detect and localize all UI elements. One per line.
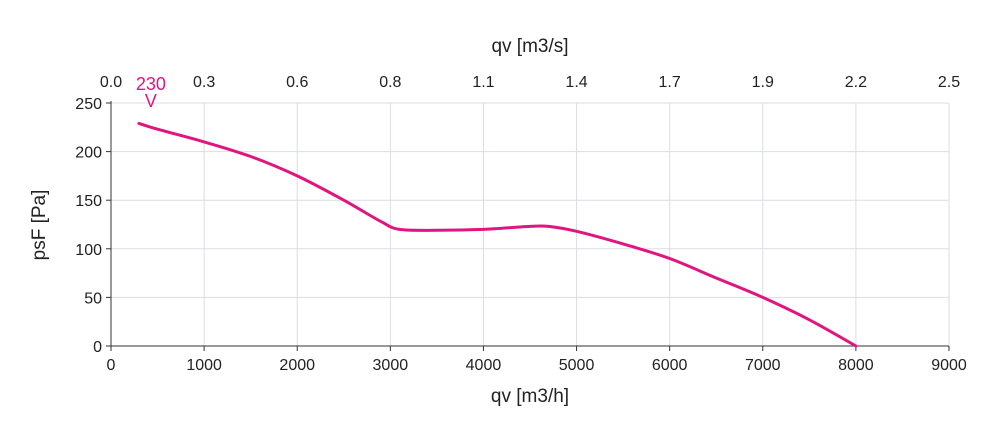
x-axis-title: qv [m3/h]	[491, 386, 569, 407]
grid	[111, 102, 950, 346]
x2-tick-label: 1.1	[472, 74, 494, 91]
x2-tick-label: 2.5	[938, 74, 960, 91]
x2-tick-label: 0.3	[193, 74, 215, 91]
x-tick-label: 8000	[838, 357, 874, 374]
x2-tick-label: 0.0	[100, 74, 122, 91]
x-tick-label: 2000	[279, 357, 315, 374]
x2-tick-label: 0.8	[379, 74, 401, 91]
y-tick-label: 100	[75, 242, 102, 259]
y-tick-label: 0	[93, 339, 102, 356]
x-tick-label: 3000	[373, 357, 409, 374]
y-axis-ticks: 0 50 100 150 200 250	[75, 96, 111, 356]
y-tick-label: 150	[75, 193, 102, 210]
x2-tick-label: 1.4	[565, 74, 587, 91]
x-tick-label: 1000	[186, 357, 222, 374]
x-tick-label: 4000	[466, 357, 502, 374]
y-tick-label: 250	[75, 96, 102, 113]
secondary-x-axis-title: qv [m3/s]	[491, 36, 568, 57]
axes	[110, 101, 949, 347]
y-axis-title: psF [Pa]	[29, 190, 50, 261]
secondary-x-axis-ticks: 0.0 0.3 0.6 0.8 1.1 1.4 1.7 1.9 2.2 2.5	[100, 74, 960, 91]
series-label: 230	[136, 74, 166, 94]
series-label: V	[145, 91, 157, 111]
x-tick-label: 9000	[931, 357, 967, 374]
x-tick-label: 6000	[652, 357, 688, 374]
x2-tick-label: 2.2	[845, 74, 867, 91]
x2-tick-label: 1.7	[659, 74, 681, 91]
series-line-230v	[137, 121, 858, 348]
x-tick-label: 0	[107, 357, 116, 374]
x2-tick-label: 0.6	[286, 74, 308, 91]
x-axis-ticks: 0 1000 2000 3000 4000 5000 6000 7000 8000 9000	[107, 346, 967, 374]
x2-tick-label: 1.9	[752, 74, 774, 91]
x-tick-label: 5000	[559, 357, 595, 374]
y-tick-label: 50	[84, 290, 102, 307]
y-tick-label: 200	[75, 145, 102, 162]
x-tick-label: 7000	[745, 357, 781, 374]
